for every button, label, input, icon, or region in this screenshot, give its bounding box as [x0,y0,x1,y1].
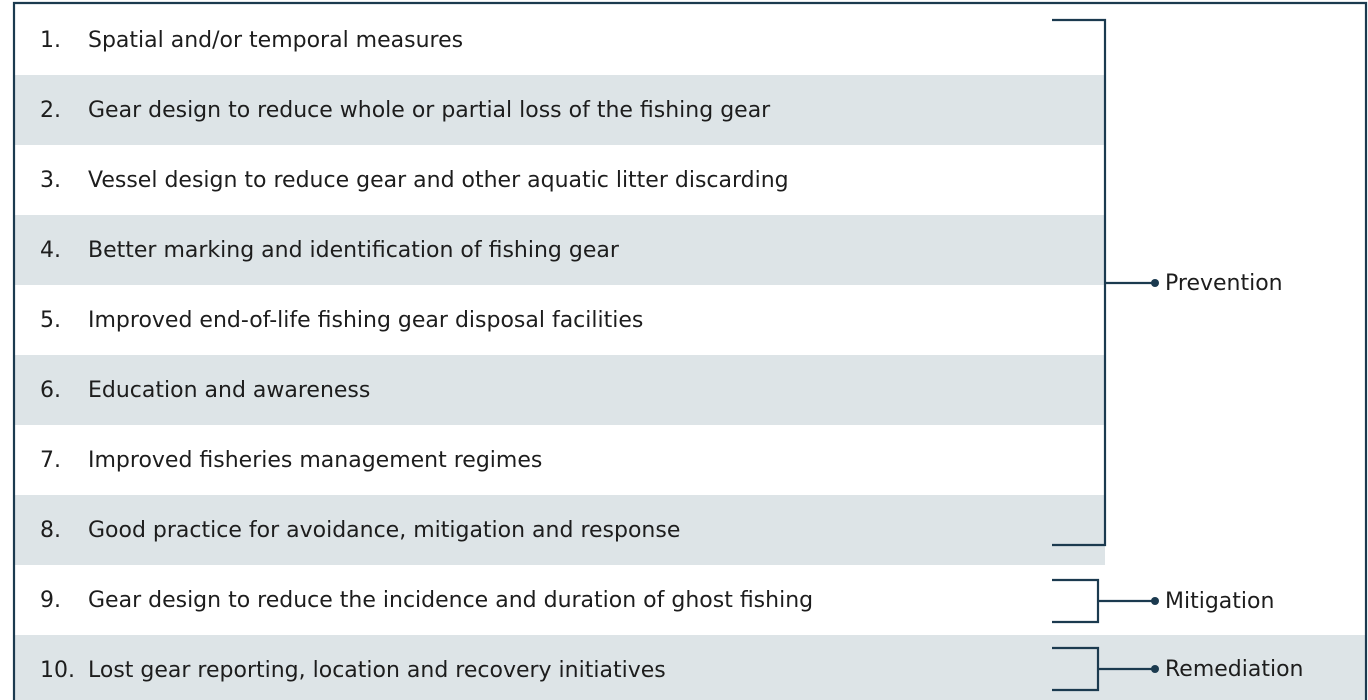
item-number: 6. [40,378,61,403]
item-number: 7. [40,448,61,473]
rows: 1. Spatial and/or temporal measures 2. Gear… [15,28,1366,700]
prevention-bracket [1052,18,1153,547]
item-number: 3. [40,168,61,193]
item-text: Improved fisheries management regimes [88,448,542,473]
remediation-bracket [1052,646,1153,692]
row-background [15,215,1105,285]
item-number: 4. [40,238,61,263]
bracket-dot [1151,665,1159,673]
bracket-dot [1151,597,1159,605]
item-number: 5. [40,308,61,333]
row-background [15,635,1366,700]
item-number: 9. [40,588,61,613]
outer-border [12,1,1368,700]
mitigation-bracket [1052,578,1153,624]
group-label: Prevention [1165,271,1283,296]
item-text: Vessel design to reduce gear and other a… [88,168,789,193]
item-number: 10. [40,658,75,683]
group-label: Remediation [1165,657,1304,682]
item-number: 1. [40,28,61,53]
item-number: 8. [40,518,61,543]
row-background [15,355,1105,425]
row-background [15,75,1105,145]
item-text: Education and awareness [88,378,370,403]
item-text: Gear design to reduce whole or partial l… [88,98,771,123]
bracket-dot [1151,279,1159,287]
item-text: Good practice for avoidance, mitigation … [88,518,680,543]
item-text: Spatial and/or temporal measures [88,28,463,53]
row-background [15,495,1105,565]
item-text: Gear design to reduce the incidence and … [88,588,813,613]
item-text: Better marking and identification of fis… [88,238,620,263]
item-number: 2. [40,98,61,123]
group-label: Mitigation [1165,589,1274,614]
item-text: Lost gear reporting, location and recove… [88,658,666,683]
item-text: Improved end-of-life fishing gear dispos… [88,308,643,333]
